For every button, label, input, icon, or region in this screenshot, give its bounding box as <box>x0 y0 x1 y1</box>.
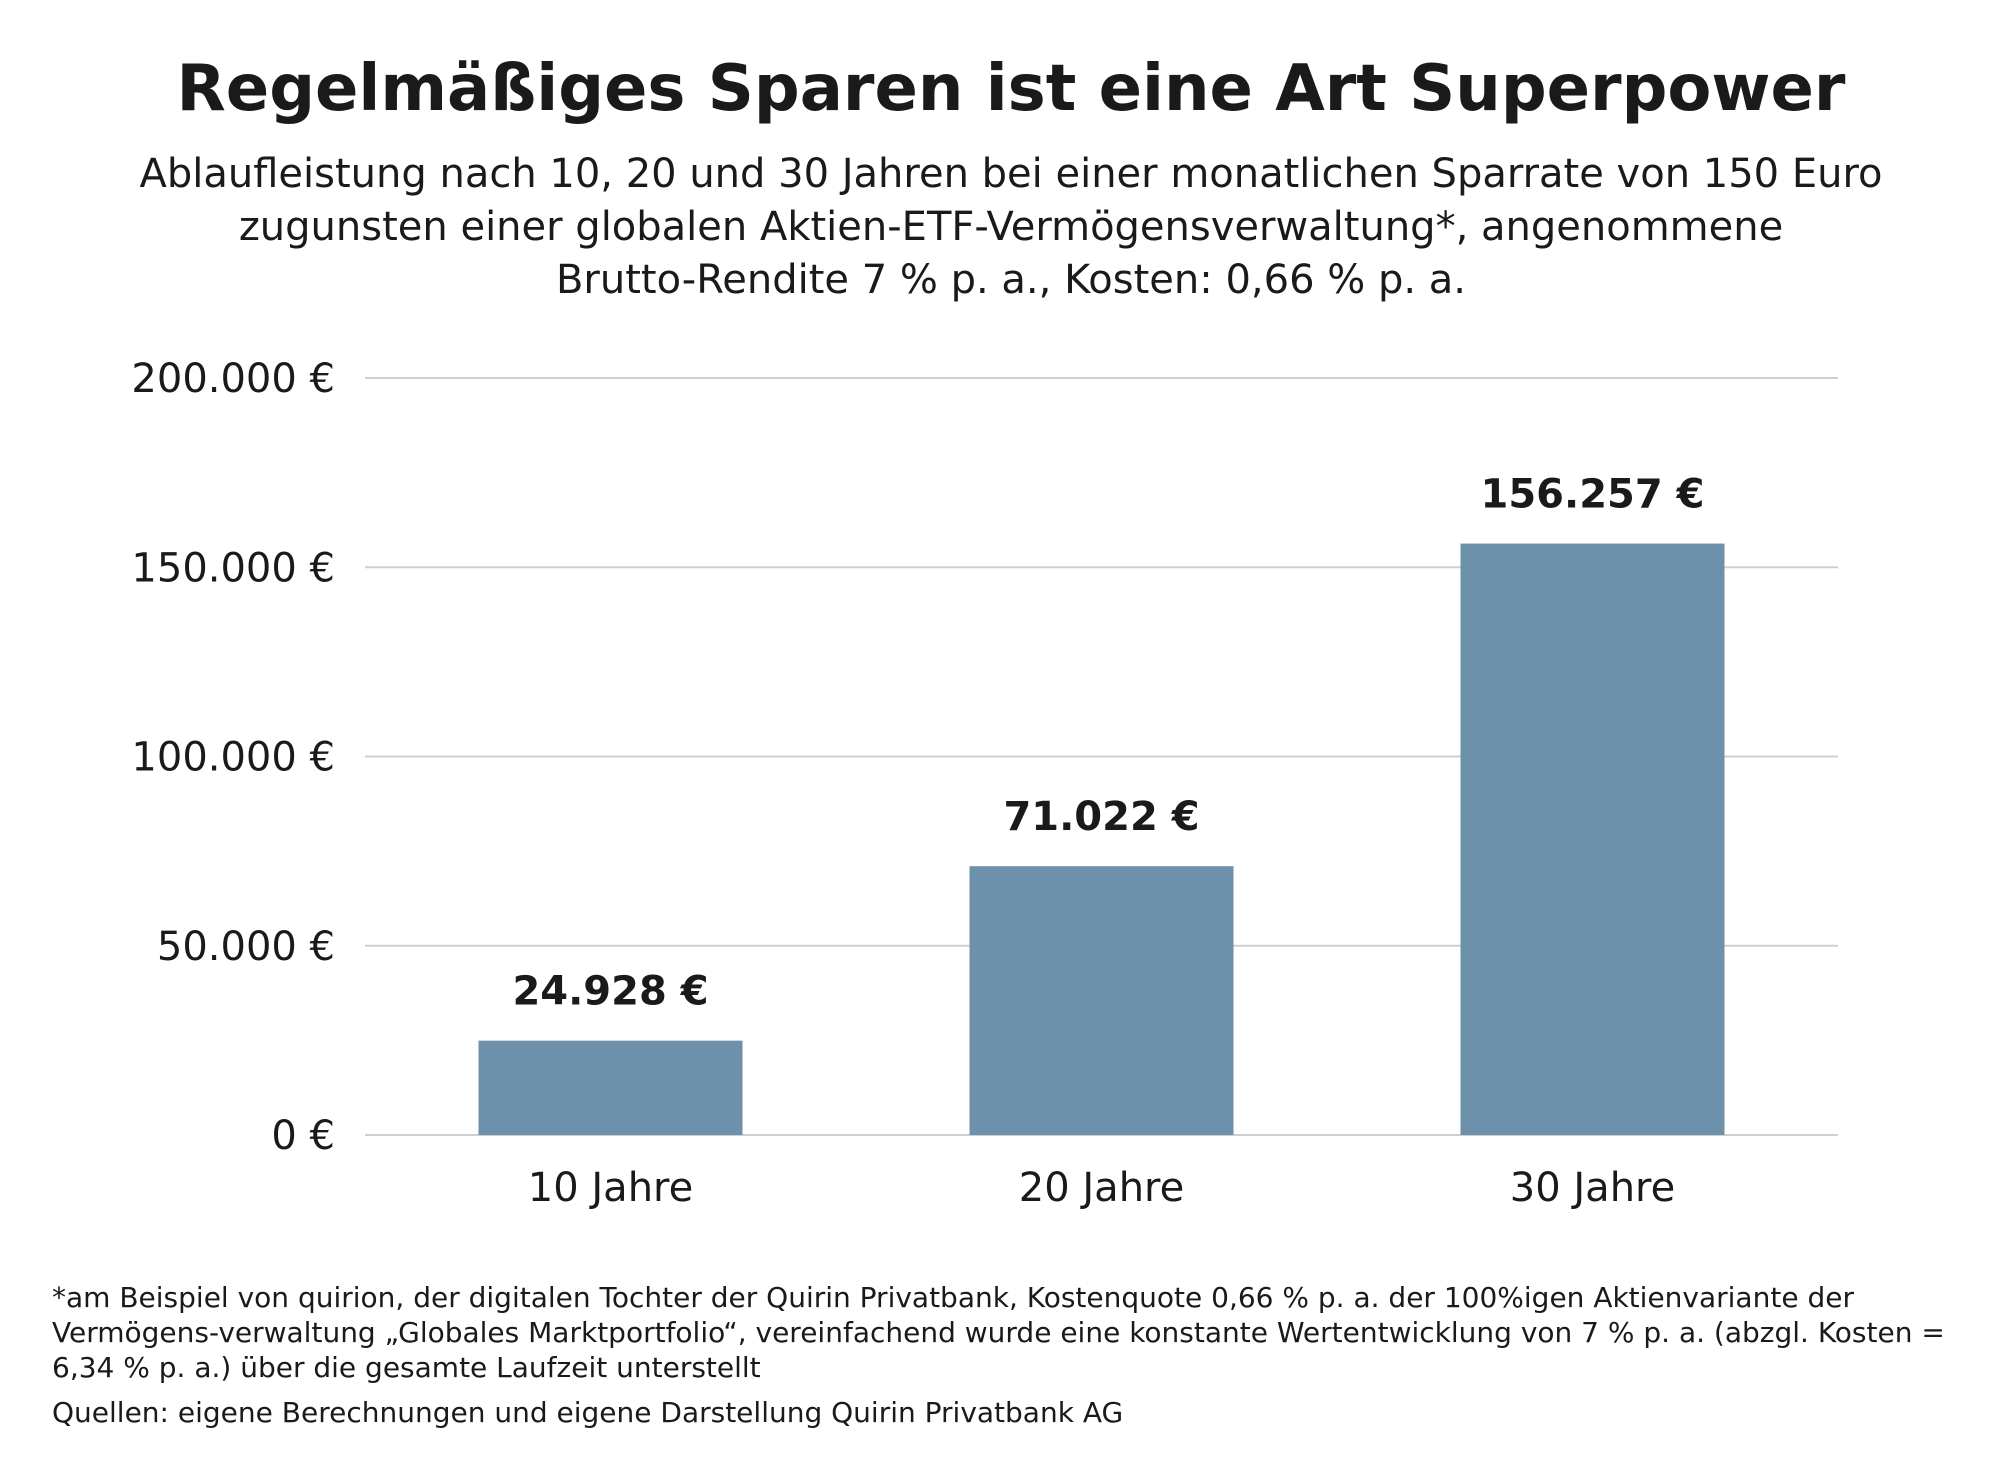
y-tick-label: 100.000 € <box>131 735 335 781</box>
y-tick-label: 200.000 € <box>131 356 335 402</box>
bar-3 <box>1460 543 1725 1135</box>
chart-subtitle: Ablaufleistung nach 10, 20 und 30 Jahren… <box>0 148 1999 307</box>
y-tick-label: 0 € <box>271 1113 335 1159</box>
x-axis-category-labels: 10 Jahre 20 Jahre 30 Jahre <box>528 1165 1675 1211</box>
y-axis-tick-labels: 0 € 50.000 € 100.000 € 150.000 € 200.000 € <box>131 356 335 1159</box>
bar-value-label: 71.022 € <box>1003 794 1199 840</box>
bar-value-labels: 24.928 € 71.022 € 156.257 € <box>512 472 1704 1015</box>
y-tick-label: 50.000 € <box>157 924 335 970</box>
x-category-label: 30 Jahre <box>1510 1165 1675 1211</box>
x-category-label: 20 Jahre <box>1019 1165 1184 1211</box>
bar-1 <box>478 1040 743 1135</box>
footnote-text: *am Beispiel von quirion, der digitalen … <box>52 1281 1945 1384</box>
bar-value-label: 156.257 € <box>1481 472 1705 518</box>
chart-title: Regelmäßiges Sparen ist eine Art Superpo… <box>176 52 1846 126</box>
bars <box>478 543 1725 1135</box>
subtitle-line: zugunsten einer globalen Aktien-ETF-Verm… <box>238 204 1784 250</box>
y-tick-label: 150.000 € <box>131 545 335 591</box>
source-text: Quellen: eigene Berechnungen und eigene … <box>52 1396 1124 1429</box>
bar-value-label: 24.928 € <box>512 969 708 1015</box>
footnote-block: *am Beispiel von quirion, der digitalen … <box>52 1280 1967 1430</box>
x-category-label: 10 Jahre <box>528 1165 693 1211</box>
subtitle-line: Ablaufleistung nach 10, 20 und 30 Jahren… <box>139 151 1883 197</box>
subtitle-line: Brutto-Rendite 7 % p. a., Kosten: 0,66 %… <box>555 257 1467 303</box>
bar-chart: 0 € 50.000 € 100.000 € 150.000 € 200.000 € 2… <box>131 356 1838 1211</box>
bar-2 <box>969 866 1234 1135</box>
